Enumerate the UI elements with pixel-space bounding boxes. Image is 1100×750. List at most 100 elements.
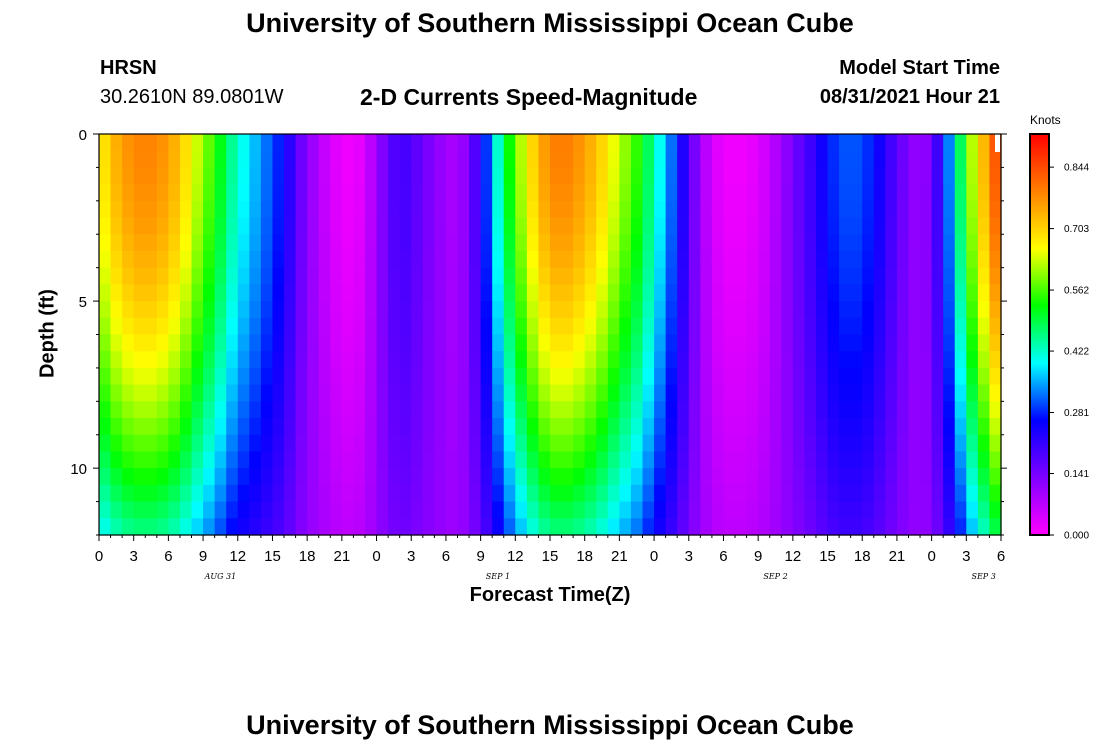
heatmap-cell — [862, 518, 875, 536]
heatmap-cell — [827, 434, 840, 453]
heatmap-cell — [630, 351, 644, 369]
heatmap-cell — [654, 134, 667, 152]
heatmap-cell — [364, 418, 378, 436]
heatmap-cell — [607, 267, 620, 285]
heatmap-cell — [596, 234, 609, 252]
heatmap-cell — [480, 468, 493, 486]
heatmap-cell — [943, 434, 956, 453]
heatmap-cell — [399, 150, 412, 169]
heatmap-cell — [758, 501, 771, 519]
heatmap-cell — [688, 334, 701, 352]
heatmap-cell — [815, 384, 829, 402]
heatmap-cell — [619, 501, 632, 519]
heatmap-cell — [307, 267, 320, 285]
heatmap-cell — [272, 484, 285, 503]
heatmap-cell — [839, 518, 852, 536]
heatmap-cell — [353, 418, 366, 436]
heatmap-cell — [364, 167, 378, 185]
heatmap-cell — [168, 401, 181, 419]
heatmap-cell — [526, 267, 540, 285]
heatmap-cell — [596, 384, 609, 402]
heatmap-cell — [110, 484, 123, 503]
heatmap-cell — [353, 184, 366, 202]
heatmap-cell — [769, 468, 782, 486]
heatmap-cell — [156, 434, 169, 453]
heatmap-cell — [630, 184, 644, 202]
heatmap-cell — [550, 134, 563, 152]
heatmap-cell — [284, 317, 297, 336]
heatmap-cell — [133, 484, 146, 503]
heatmap-cell — [260, 468, 274, 486]
heatmap-cell — [619, 167, 632, 185]
heatmap-cell — [827, 250, 840, 269]
heatmap-cell — [237, 501, 250, 519]
heatmap-cell — [457, 317, 470, 336]
heatmap-cell — [492, 317, 505, 336]
heatmap-cell — [526, 367, 540, 386]
heatmap-cell — [133, 217, 146, 235]
heatmap-cell — [445, 468, 459, 486]
heatmap-cell — [977, 434, 991, 453]
heatmap-cell — [584, 468, 597, 486]
heatmap-cell — [226, 518, 239, 536]
heatmap-cell — [237, 484, 250, 503]
heatmap-cell — [792, 234, 806, 252]
heatmap-cell — [758, 334, 771, 352]
heatmap-cell — [411, 384, 424, 402]
heatmap-cell — [827, 184, 840, 202]
heatmap-cell — [179, 234, 193, 252]
heatmap-cell — [318, 501, 331, 519]
heatmap-cell — [457, 150, 470, 169]
heatmap-cell — [989, 518, 1002, 536]
heatmap-cell — [122, 501, 135, 519]
heatmap-cell — [954, 484, 967, 503]
heatmap-cell — [931, 384, 944, 402]
heatmap-cell — [191, 234, 204, 252]
heatmap-cell — [954, 234, 967, 252]
heatmap-cell — [943, 301, 956, 319]
heatmap-cell — [526, 351, 540, 369]
heatmap-cell — [156, 334, 169, 352]
heatmap-cell — [480, 217, 493, 235]
heatmap-cell — [341, 284, 355, 302]
heatmap-cell — [561, 334, 574, 352]
heatmap-cell — [469, 484, 482, 503]
heatmap-cell — [179, 134, 193, 152]
heatmap-cell — [862, 301, 875, 319]
heatmap-cell — [168, 501, 181, 519]
heatmap-cell — [307, 334, 320, 352]
heatmap-cell — [804, 167, 817, 185]
heatmap-cell — [931, 317, 944, 336]
colorbar-tick-label: 0.703 — [1064, 224, 1089, 235]
heatmap-cell — [122, 234, 135, 252]
heatmap-cell — [596, 518, 609, 536]
x-tick-label: 9 — [199, 548, 207, 565]
heatmap-cell — [237, 284, 250, 302]
heatmap-cell — [977, 317, 991, 336]
heatmap-cell — [966, 367, 979, 386]
heatmap-cell — [550, 234, 563, 252]
heatmap-cell — [908, 250, 921, 269]
heatmap-cell — [700, 200, 713, 219]
heatmap-cell — [920, 184, 933, 202]
heatmap-cell — [411, 217, 424, 235]
heatmap-cell — [422, 134, 435, 152]
heatmap-cell — [179, 150, 193, 169]
heatmap-cell — [492, 134, 505, 152]
heatmap-cell — [318, 418, 331, 436]
heatmap-cell — [480, 234, 493, 252]
heatmap-cell — [862, 217, 875, 235]
heatmap-cell — [977, 184, 991, 202]
heatmap-cell — [353, 167, 366, 185]
heatmap-cell — [191, 200, 204, 219]
heatmap-cell — [573, 401, 586, 419]
heatmap-cell — [364, 334, 378, 352]
heatmap-cell — [133, 384, 146, 402]
heatmap-cell — [203, 434, 216, 453]
heatmap-cell — [538, 518, 551, 536]
heatmap-cell — [284, 351, 297, 369]
heatmap-cell — [145, 434, 158, 453]
heatmap-cell — [746, 234, 759, 252]
heatmap-cell — [665, 184, 678, 202]
heatmap-cell — [769, 150, 782, 169]
